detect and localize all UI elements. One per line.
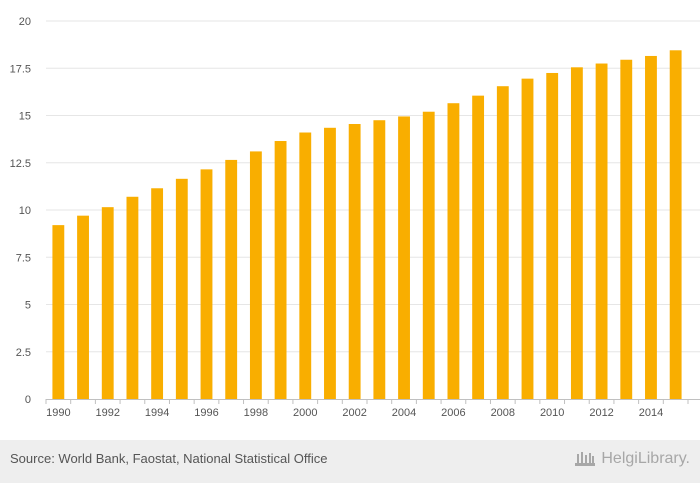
- x-tick-label: 2008: [491, 407, 515, 419]
- helgi-library-logo[interactable]: HelgiLibrary.: [573, 449, 690, 469]
- x-tick-label: 1994: [145, 407, 169, 419]
- y-tick-label: 12.5: [10, 158, 31, 170]
- y-tick-label: 7.5: [16, 252, 31, 264]
- bar-2010: [546, 72, 559, 399]
- y-tick-label: 5: [25, 300, 31, 312]
- bar-2012: [595, 63, 608, 400]
- y-tick-label: 2.5: [16, 347, 31, 359]
- bars: [52, 50, 682, 400]
- bar-1992: [101, 207, 114, 399]
- y-tick-label: 15: [19, 111, 31, 123]
- y-tick-label: 20: [19, 16, 31, 28]
- bar-1998: [249, 151, 262, 399]
- bar-2006: [447, 103, 460, 399]
- bar-1997: [225, 159, 238, 399]
- x-tick-label: 1990: [46, 407, 70, 419]
- bar-1999: [274, 141, 287, 399]
- x-tick-label: 2006: [441, 407, 465, 419]
- brand-name: HelgiLibrary.: [601, 450, 690, 467]
- bar-2009: [521, 78, 534, 400]
- y-tick-label: 17.5: [10, 63, 31, 75]
- bar-2003: [373, 120, 386, 399]
- x-tick-label: 2000: [293, 407, 317, 419]
- x-tick-label: 2010: [540, 407, 564, 419]
- x-tick-label: 2004: [392, 407, 416, 419]
- bar-1996: [200, 169, 213, 399]
- bar-2000: [299, 132, 312, 399]
- bar-2001: [324, 127, 336, 399]
- y-tick-label: 0: [25, 394, 31, 406]
- bar-2002: [348, 124, 361, 399]
- x-axis: [45, 399, 700, 404]
- bar-1991: [77, 215, 89, 399]
- y-tick-label: 10: [19, 205, 31, 217]
- x-tick-label: 2012: [589, 407, 613, 419]
- bar-2008: [496, 86, 509, 399]
- bar-1994: [151, 188, 164, 399]
- bar-2015: [669, 50, 682, 400]
- bar-1995: [175, 178, 188, 399]
- x-tick-label: 1996: [194, 407, 218, 419]
- source-note: Source: World Bank, Faostat, National St…: [10, 451, 328, 466]
- bar-2013: [620, 59, 633, 400]
- chart-footer: Source: World Bank, Faostat, National St…: [0, 440, 700, 483]
- x-axis-labels: 1990 1992 1994 1996 1998 2000 2002 2004 2006 2008…: [46, 407, 663, 419]
- bar-1990: [52, 225, 65, 399]
- y-axis-labels: 0 2.5 5 7.5 10 12.5 15 17.5 20: [10, 16, 31, 406]
- bar-2014: [645, 55, 657, 400]
- bar-2007: [472, 95, 485, 399]
- bar-1993: [126, 196, 139, 399]
- x-tick-label: 1992: [95, 407, 119, 419]
- bar-2004: [398, 116, 410, 399]
- x-tick-label: 1998: [244, 407, 268, 419]
- bar-2011: [570, 67, 583, 400]
- bar-2005: [422, 111, 435, 399]
- x-tick-label: 2002: [342, 407, 366, 419]
- x-tick-label: 2014: [639, 407, 663, 419]
- library-building-icon: [575, 452, 596, 466]
